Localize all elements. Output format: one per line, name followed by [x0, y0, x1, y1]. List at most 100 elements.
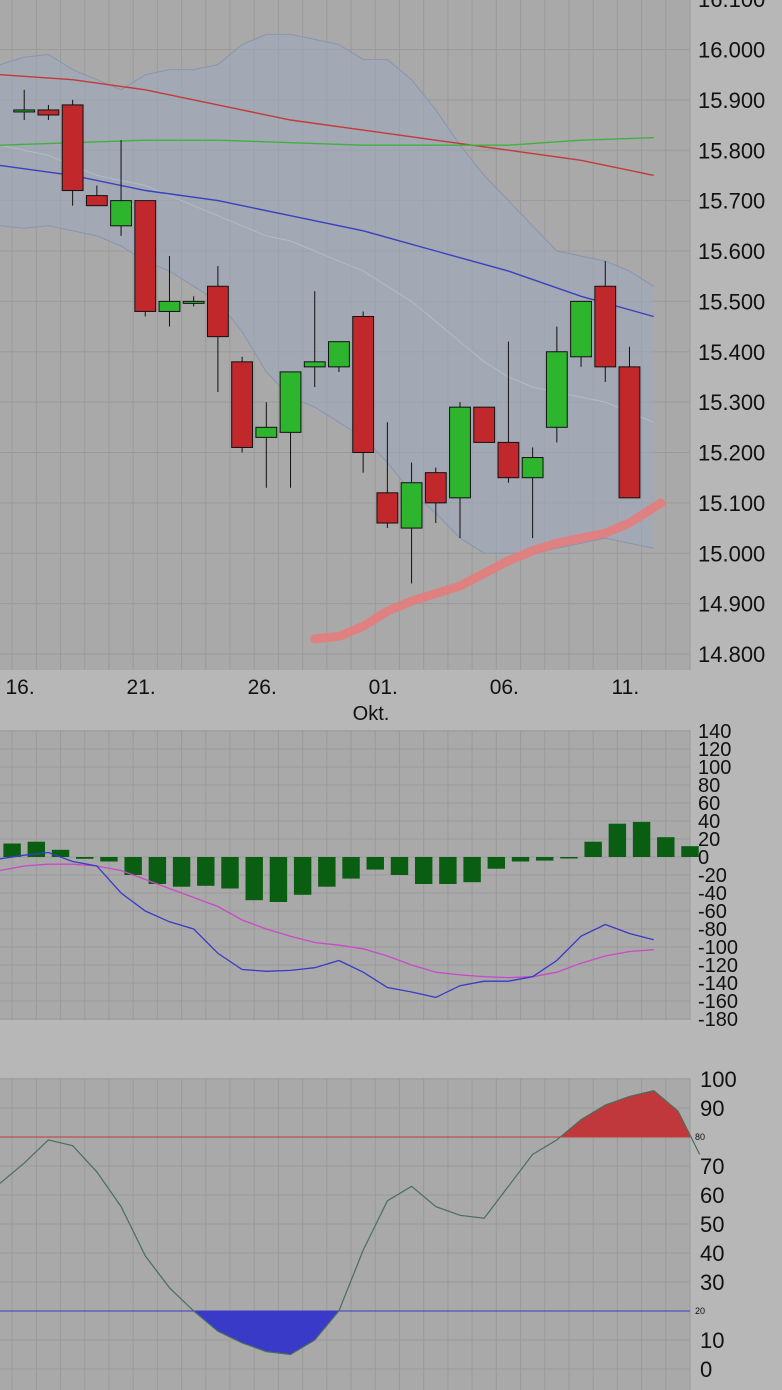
candle	[352, 315, 375, 453]
price-tick-label: 15.000	[698, 541, 765, 566]
macd-tick-label: 20	[698, 829, 720, 851]
macd-bar	[148, 857, 167, 884]
candle	[158, 300, 181, 312]
price-tick-label: 16.000	[698, 38, 765, 63]
stoch-tick-label: 0	[700, 1357, 712, 1382]
price-tick-label: 14.800	[698, 642, 765, 667]
date-tick-label: 16.	[6, 676, 35, 699]
macd-bar	[269, 857, 288, 902]
macd-bar	[245, 857, 263, 901]
macd-tick-label: -180	[698, 1009, 738, 1031]
candle	[37, 109, 60, 116]
stoch-tick-label: 10	[700, 1328, 724, 1353]
stoch-tick-label: 40	[700, 1241, 724, 1266]
macd-bar	[463, 857, 481, 883]
macd-bar	[511, 857, 530, 862]
candle	[85, 195, 108, 207]
oversold-level-label: 20	[695, 1306, 705, 1316]
candle	[618, 366, 641, 499]
macd-bar	[632, 821, 651, 857]
candle	[255, 426, 278, 438]
macd-bar	[51, 849, 70, 857]
macd-tick-label: -100	[698, 937, 738, 959]
macd-bar	[390, 857, 409, 875]
candle	[497, 441, 520, 479]
macd-bar	[197, 857, 215, 886]
macd-bar	[487, 857, 506, 869]
macd-bar	[584, 841, 602, 857]
macd-tick-label: 60	[698, 793, 720, 815]
macd-tick-label: -160	[698, 991, 738, 1013]
macd-bar	[657, 837, 675, 857]
stoch-tick-label: 90	[700, 1096, 724, 1121]
stoch-tick-label: 50	[700, 1212, 724, 1237]
overbought-fill	[0, 1090, 690, 1137]
candle	[473, 406, 496, 443]
x-axis-label: Okt.	[353, 703, 390, 725]
macd-bar	[318, 857, 336, 887]
macd-tick-label: -80	[698, 919, 727, 941]
date-tick-label: 01.	[369, 676, 398, 699]
trend-line	[310, 498, 666, 644]
candle	[328, 341, 350, 368]
macd-tick-label: 80	[698, 775, 720, 797]
stoch-tick-label: 30	[700, 1270, 724, 1295]
macd-tick-label: 100	[698, 757, 731, 779]
macd-bar	[414, 857, 433, 884]
stoch-tick-label: 70	[700, 1154, 724, 1179]
stoch-tick-label: 100	[700, 1067, 737, 1092]
macd-panel: 140120100806040200-20-40-60-80-100-120-1…	[0, 721, 738, 1031]
macd-tick-label: 40	[698, 811, 720, 833]
macd-bar	[536, 857, 554, 861]
price-tick-label: 15.200	[698, 441, 765, 466]
price-tick-label: 15.800	[698, 138, 765, 163]
candle	[13, 109, 36, 113]
price-tick-label: 14.900	[698, 592, 765, 617]
macd-bar	[608, 823, 627, 857]
candle	[400, 482, 423, 529]
candle	[110, 200, 132, 227]
price-tick-label: 16.100	[698, 0, 765, 12]
price-tick-label: 15.900	[698, 88, 765, 113]
candle	[279, 371, 302, 433]
macd-tick-label: -120	[698, 955, 738, 977]
candle	[449, 406, 471, 499]
macd-bar	[172, 857, 191, 887]
macd-tick-label: -140	[698, 973, 738, 995]
price-tick-label: 15.600	[698, 239, 765, 264]
candle	[206, 285, 229, 338]
candle	[545, 351, 568, 428]
candle	[376, 492, 399, 524]
macd-tick-label: -20	[698, 865, 727, 887]
macd-bar	[293, 857, 312, 895]
ma-green-line	[0, 137, 654, 146]
price-panel: 16.100 16.000 15.900 15.800 15.700 15.600 15.5…	[0, 0, 765, 699]
date-tick-label: 06.	[490, 676, 519, 699]
stoch-tick-label: 60	[700, 1183, 724, 1208]
candle	[134, 200, 157, 312]
candle	[594, 285, 617, 368]
signal-line	[0, 863, 654, 979]
macd-tick-label: 140	[698, 721, 731, 743]
candle	[570, 300, 592, 358]
macd-tick-label: 120	[698, 739, 731, 761]
macd-bar	[439, 857, 457, 884]
candle	[521, 457, 544, 479]
macd-bar	[366, 857, 384, 870]
macd-bar	[124, 857, 142, 875]
candle	[424, 472, 447, 504]
price-tick-label: 15.300	[698, 390, 765, 415]
macd-bar	[76, 857, 94, 859]
macd-bar	[681, 846, 699, 857]
candle	[303, 361, 326, 368]
macd-bar	[3, 843, 21, 857]
price-tick-label: 15.500	[698, 289, 765, 314]
macd-bar	[100, 857, 118, 862]
macd-tick-label: -60	[698, 901, 727, 923]
macd-bar	[221, 857, 239, 889]
candle	[61, 104, 84, 192]
overbought-level-label: 80	[695, 1132, 705, 1142]
macd-tick-label: -40	[698, 883, 727, 905]
macd-bar	[560, 857, 578, 859]
